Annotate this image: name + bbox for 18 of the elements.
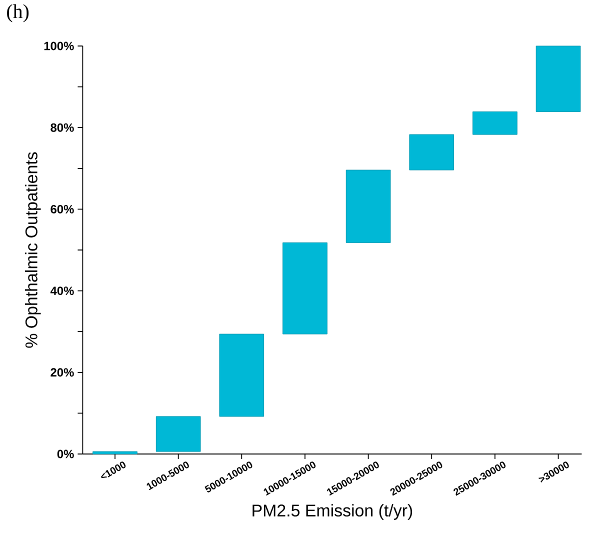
y-tick-label: 60% <box>50 204 74 214</box>
bar <box>219 334 264 417</box>
y-tick-label: 100% <box>44 42 74 50</box>
y-tick-label: 0% <box>57 450 74 458</box>
bar <box>409 134 454 170</box>
x-tick-label: <1000 <box>100 462 126 478</box>
y-tick-label: 20% <box>50 368 74 377</box>
y-tick-label: 40% <box>50 286 74 296</box>
bar <box>282 242 328 334</box>
bar <box>472 111 518 135</box>
y-tick-label: 80% <box>50 123 74 132</box>
x-axis-title: PM2.5 Emission (t/yr) <box>252 504 412 520</box>
bar <box>536 46 581 112</box>
chart-title: (h) <box>7 4 29 22</box>
bar <box>92 451 138 454</box>
y-axis-title: % Ophthalmic Outpatients <box>24 152 41 348</box>
bar <box>156 416 201 452</box>
bar <box>346 170 391 243</box>
